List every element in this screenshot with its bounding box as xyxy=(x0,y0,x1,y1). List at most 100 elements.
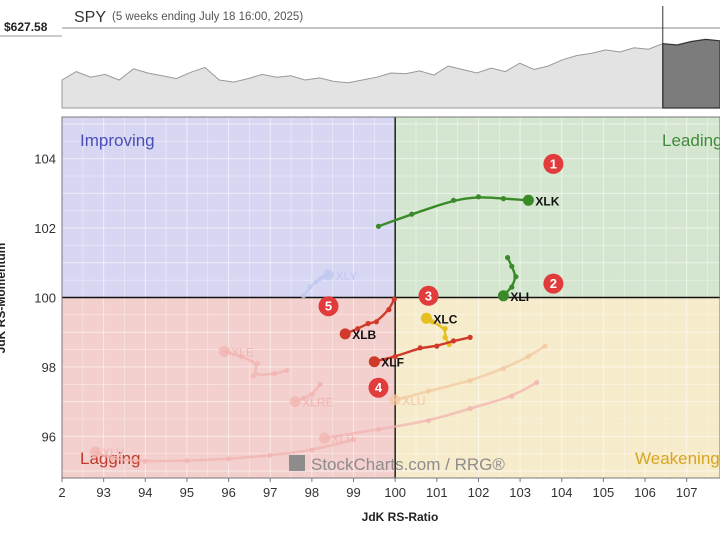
axes: 96 98 100 102 104 2 93 94 95 96 97 98 99 100 101 102 103… xyxy=(0,152,698,524)
series-tail-xlu xyxy=(393,344,547,402)
x-tick-label: 105 xyxy=(593,485,615,500)
series-head-xlu[interactable] xyxy=(389,394,401,406)
series-point xyxy=(317,381,323,387)
series-point xyxy=(425,418,432,424)
series-point xyxy=(500,196,506,202)
series-point xyxy=(313,279,319,285)
price-sparkline xyxy=(0,6,720,109)
rrg-plot xyxy=(61,116,720,479)
callout-number: 4 xyxy=(375,380,383,395)
series-point xyxy=(542,343,548,349)
sparkline-area xyxy=(61,42,664,109)
series-head-xlk[interactable] xyxy=(522,194,534,206)
series-label-xlv: XLV xyxy=(102,446,124,460)
series-head-xlb[interactable] xyxy=(339,328,351,340)
callout-marker xyxy=(368,377,389,398)
series-point xyxy=(425,388,432,394)
series-label-xli: XLI xyxy=(510,290,529,304)
x-tick-label: 106 xyxy=(634,485,656,500)
x-tick-label: 102 xyxy=(468,485,490,500)
series-point xyxy=(442,326,448,332)
series-head-xlf[interactable] xyxy=(368,356,380,368)
series-tail-xlv xyxy=(94,438,355,463)
series-point xyxy=(184,458,190,464)
series-label-xle: XLE xyxy=(231,345,254,359)
series-point xyxy=(109,456,115,462)
callout-marker xyxy=(543,273,564,294)
series-point xyxy=(513,274,519,280)
watermark-text: StockCharts.com / RRG® xyxy=(311,455,505,474)
callout-5: 5 xyxy=(318,296,339,317)
series-tail-xlp xyxy=(323,381,539,440)
series-head-xly[interactable] xyxy=(323,269,334,281)
series-point xyxy=(284,367,290,373)
y-tick-label: 98 xyxy=(42,360,56,375)
series-tail-xle xyxy=(223,350,289,377)
callout-number: 3 xyxy=(425,288,432,303)
x-tick-label: 107 xyxy=(676,485,698,500)
x-tick-label: 97 xyxy=(263,485,277,500)
x-tick-label: 103 xyxy=(509,485,531,500)
series-label-xlu: XLU xyxy=(402,394,425,408)
series-point xyxy=(373,319,379,325)
x-tick-label: 96 xyxy=(221,485,235,500)
series-point xyxy=(307,284,313,290)
quadrant-label-improving: Improving xyxy=(80,131,155,150)
series-head-xlv[interactable] xyxy=(89,446,101,458)
period-label: (5 weeks ending July 18 16:00, 2025) xyxy=(112,11,303,23)
watermark: StockCharts.com / RRG® xyxy=(289,455,505,474)
callout-marker xyxy=(543,153,564,174)
series-point xyxy=(434,343,440,349)
series-point xyxy=(525,353,532,360)
sparkline-highlight xyxy=(662,38,720,109)
series-point xyxy=(505,255,511,261)
y-tick-label: 100 xyxy=(34,291,56,306)
y-axis-label: JdK RS-Momentum xyxy=(0,243,8,354)
series-xlk: XLK xyxy=(375,194,560,229)
series-point xyxy=(391,296,397,302)
x-axis-label: JdK RS-Ratio xyxy=(362,510,439,524)
callout-1: 1 xyxy=(543,153,564,174)
callout-3: 3 xyxy=(418,285,439,306)
series-point xyxy=(309,447,315,453)
series-head-xlc[interactable] xyxy=(420,312,432,324)
series-point xyxy=(409,211,415,217)
callout-number: 5 xyxy=(325,299,332,314)
x-tick-label: 93 xyxy=(96,485,110,500)
quadrant-label-weakening: Weakening xyxy=(635,449,720,468)
stockcharts-logo-icon xyxy=(289,455,305,471)
callout-2: 2 xyxy=(543,273,564,294)
series-head-xli[interactable] xyxy=(497,290,509,302)
series-point xyxy=(386,307,392,313)
series-point xyxy=(267,452,273,458)
callout-4: 4 xyxy=(368,377,389,398)
series-head-xle[interactable] xyxy=(218,345,230,357)
series-point xyxy=(355,326,361,332)
series-point xyxy=(309,392,315,398)
series-point xyxy=(317,275,323,281)
series-point xyxy=(238,353,244,360)
quadrant-label-leading: Leading xyxy=(662,131,720,150)
x-tick-label: 94 xyxy=(138,485,152,500)
series-xle: XLE xyxy=(218,345,290,379)
series-point xyxy=(442,334,448,340)
series-xlp: XLP xyxy=(318,379,540,446)
x-tick-label: 95 xyxy=(180,485,194,500)
y-tick-label: 104 xyxy=(34,152,56,167)
series-head-xlre[interactable] xyxy=(289,396,301,408)
x-tick-label: 104 xyxy=(551,485,573,500)
series-point xyxy=(226,456,232,462)
series-label-xly: XLY xyxy=(336,269,358,283)
series-head-xlp[interactable] xyxy=(318,432,330,444)
series-xlf: XLF xyxy=(368,334,473,370)
x-tick-label: 2 xyxy=(58,485,65,500)
series-point xyxy=(475,194,482,200)
series-xlre: XLRE xyxy=(289,381,334,410)
series-xlv: XLV xyxy=(89,437,357,464)
series-point xyxy=(300,293,307,299)
series-point xyxy=(350,437,357,443)
series-point xyxy=(417,345,423,351)
series-point xyxy=(375,426,382,432)
